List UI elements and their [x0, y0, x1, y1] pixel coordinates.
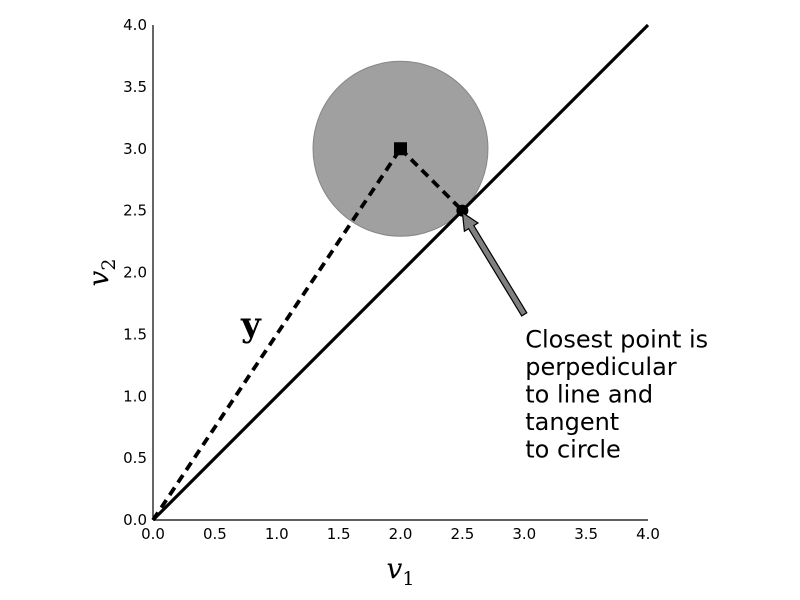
x-tick-label: 1.5	[327, 525, 351, 543]
y-tick-label: 1.5	[123, 325, 147, 343]
annotation-line: perpedicular	[525, 353, 677, 381]
y-axis-label-sub: 2	[98, 259, 120, 271]
vector-y-dashed	[151, 147, 403, 522]
annotation-text: Closest point is perpedicular to line and t…	[525, 325, 708, 463]
y-axis-label-base: v	[82, 271, 115, 287]
line-y-equals-x	[151, 23, 650, 522]
y-tick-label: 3.5	[123, 78, 147, 96]
annotation-line: Closest point is	[525, 325, 708, 353]
x-tick-label: 4.0	[636, 525, 660, 543]
x-axis-label: v1	[387, 552, 415, 590]
y-tick-label: 2.5	[123, 202, 147, 220]
x-ticks: 0.0 0.5 1.0 1.5 2.0 2.5 3.0 3.5 4.0	[141, 525, 660, 543]
y-tick-label: 1.0	[123, 387, 147, 405]
x-tick-label: 3.5	[574, 525, 598, 543]
annotation-line: to line and	[525, 380, 653, 408]
y-tick-label: 0.0	[123, 511, 147, 529]
vector-y-label: y	[240, 305, 262, 345]
x-tick-label: 0.5	[203, 525, 227, 543]
square-point-marker	[394, 142, 407, 156]
annotation-arrow-shape	[461, 211, 528, 317]
y-ticks: 0.0 0.5 1.0 1.5 2.0 2.5 3.0 3.5 4.0	[123, 16, 147, 529]
x-axis-label-sub: 1	[402, 568, 414, 590]
x-tick-label: 1.0	[265, 525, 289, 543]
x-tick-label: 2.0	[389, 525, 413, 543]
x-axis-label-base: v	[387, 552, 403, 585]
closest-point-marker	[456, 204, 469, 217]
y-axis-label: v2	[82, 259, 120, 287]
y-tick-label: 0.5	[123, 449, 147, 467]
annotation-arrow	[461, 211, 528, 317]
x-tick-label: 3.0	[512, 525, 536, 543]
x-tick-label: 2.5	[450, 525, 474, 543]
y-tick-label: 2.0	[123, 264, 147, 282]
annotation-line: tangent	[525, 408, 619, 436]
annotation-line: to circle	[525, 435, 621, 463]
y-tick-label: 3.0	[123, 140, 147, 158]
x-tick-label: 0.0	[141, 525, 165, 543]
y-tick-label: 4.0	[123, 16, 147, 34]
